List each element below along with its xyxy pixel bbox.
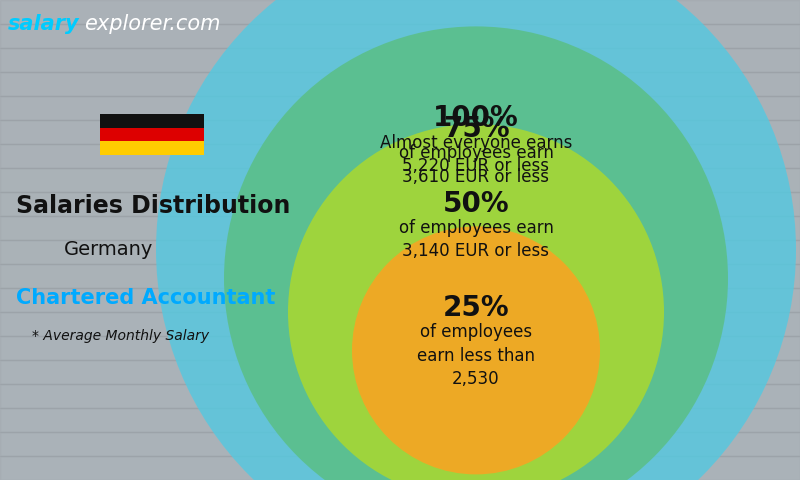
Ellipse shape xyxy=(156,0,796,480)
Text: of employees earn
3,140 EUR or less: of employees earn 3,140 EUR or less xyxy=(398,219,554,261)
Bar xyxy=(100,128,204,141)
Ellipse shape xyxy=(288,124,664,480)
Text: explorer.com: explorer.com xyxy=(84,14,221,35)
Text: of employees
earn less than
2,530: of employees earn less than 2,530 xyxy=(417,323,535,388)
Ellipse shape xyxy=(352,227,600,474)
Text: 100%: 100% xyxy=(433,104,519,132)
Text: 50%: 50% xyxy=(442,190,510,217)
Ellipse shape xyxy=(224,26,728,480)
Bar xyxy=(100,114,204,128)
Text: Germany: Germany xyxy=(64,240,154,259)
Text: of employees earn
3,610 EUR or less: of employees earn 3,610 EUR or less xyxy=(398,144,554,186)
Text: Salaries Distribution: Salaries Distribution xyxy=(16,194,290,218)
Text: 75%: 75% xyxy=(442,115,510,143)
Text: 25%: 25% xyxy=(442,294,510,322)
Text: salary: salary xyxy=(8,14,80,35)
Text: * Average Monthly Salary: * Average Monthly Salary xyxy=(32,329,209,343)
Bar xyxy=(100,141,204,155)
Text: Chartered Accountant: Chartered Accountant xyxy=(16,288,275,308)
Text: Almost everyone earns
5,220 EUR or less: Almost everyone earns 5,220 EUR or less xyxy=(380,133,572,175)
